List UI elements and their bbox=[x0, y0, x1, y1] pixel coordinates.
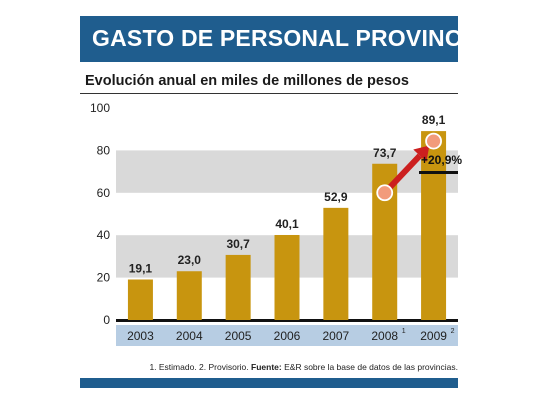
y-tick-label: 20 bbox=[97, 271, 111, 285]
y-tick-label: 60 bbox=[97, 186, 111, 200]
x-tick-label: 2003 bbox=[127, 329, 154, 343]
y-tick-label: 80 bbox=[97, 143, 111, 157]
chart-subtitle: Evolución anual en miles de millones de … bbox=[85, 73, 409, 89]
growth-arrow-head bbox=[413, 145, 430, 162]
x-tick-label: 2005 bbox=[225, 329, 252, 343]
x-tick-label: 2009 bbox=[420, 329, 447, 343]
title-bar: GASTO DE PERSONAL PROVINCIAL bbox=[80, 16, 499, 62]
x-tick-superscript: 1 bbox=[402, 328, 406, 335]
bar-2003 bbox=[127, 279, 153, 320]
data-label: 30,7 bbox=[226, 237, 250, 251]
bar-2009 bbox=[421, 131, 447, 320]
bar-2004 bbox=[176, 271, 202, 320]
marker-2009 bbox=[425, 132, 442, 150]
data-label: 89,1 bbox=[422, 113, 446, 127]
bar-2006 bbox=[274, 234, 300, 320]
footnote-source-label: Fuente: bbox=[251, 362, 282, 372]
marker-2008 bbox=[376, 184, 394, 202]
footnote-source: E&R sobre la base de datos de las provin… bbox=[284, 362, 458, 372]
bottom-bar bbox=[80, 378, 458, 388]
data-label: 73,7 bbox=[373, 146, 397, 160]
footnote: 1. Estimado. 2. Provisorio. Fuente: E&R … bbox=[149, 362, 458, 372]
growth-annotation: +20,9% bbox=[421, 153, 462, 167]
data-label: 23,0 bbox=[178, 253, 202, 267]
x-tick-label: 2008 bbox=[371, 329, 398, 343]
x-tick-label: 2007 bbox=[323, 329, 350, 343]
y-tick-label: 0 bbox=[103, 313, 110, 327]
bar-2007 bbox=[323, 207, 349, 320]
chart-title: GASTO DE PERSONAL PROVINCIAL bbox=[92, 25, 500, 51]
x-axis-line bbox=[116, 319, 458, 322]
x-axis-band bbox=[116, 325, 458, 346]
footnote-notes: 1. Estimado. 2. Provisorio. bbox=[149, 362, 249, 372]
data-label: 40,1 bbox=[275, 217, 299, 231]
y-tick-label: 100 bbox=[90, 101, 110, 115]
data-label: 19,1 bbox=[129, 262, 153, 276]
subtitle-rule bbox=[80, 93, 458, 94]
x-tick-label: 2004 bbox=[176, 329, 203, 343]
x-tick-label: 2006 bbox=[274, 329, 301, 343]
data-label: 52,9 bbox=[324, 190, 348, 204]
bar-2005 bbox=[225, 254, 251, 320]
x-tick-superscript: 2 bbox=[451, 328, 455, 335]
growth-annotation-rule bbox=[419, 171, 458, 174]
y-tick-label: 40 bbox=[97, 228, 111, 242]
growth-arrow-shaft bbox=[386, 153, 423, 191]
